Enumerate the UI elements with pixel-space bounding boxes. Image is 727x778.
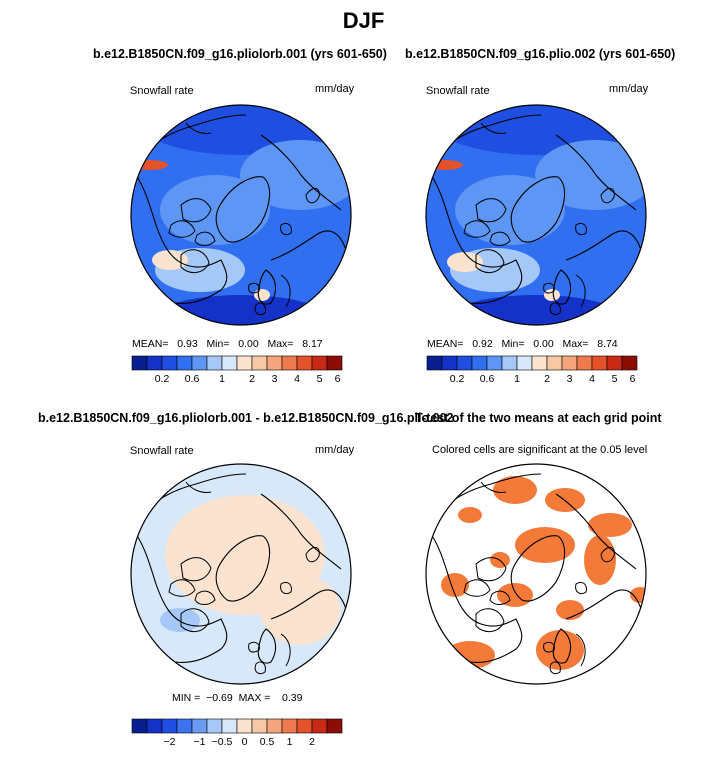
- panel3-colorbar-swatch: [176, 718, 193, 734]
- panel2-variable-label: Snowfall rate: [426, 85, 490, 97]
- panel1-colorbar-swatch: [311, 355, 328, 371]
- panel2-colorbar-tick-label: 0.2: [450, 373, 465, 385]
- panel2-colorbar-swatch: [426, 355, 443, 371]
- panel1-colorbar-swatch: [176, 355, 193, 371]
- panel2-map: [426, 105, 646, 325]
- panel2-colorbar-swatch: [561, 355, 578, 371]
- panel1-map: [131, 105, 351, 325]
- panel2-colorbar-swatch: [516, 355, 533, 371]
- panel1-title: b.e12.B1850CN.f09_g16.pliolorb.001 (yrs …: [93, 47, 387, 61]
- panel2-colorbar-swatch: [486, 355, 503, 371]
- panel2-title: b.e12.B1850CN.f09_g16.plio.002 (yrs 601-…: [405, 47, 676, 61]
- panel3-colorbar-swatch: [146, 718, 163, 734]
- panel3-colorbar-swatch: [326, 718, 343, 734]
- panel3-colorbar-tick-label: 0: [242, 736, 248, 748]
- panel2-units-label: mm/day: [609, 83, 649, 95]
- panel4-map: [426, 464, 646, 684]
- panel2-colorbar-swatch: [531, 355, 548, 371]
- panel3-colorbar-tick-label: 2: [309, 736, 315, 748]
- panel2-stats: MEAN= 0.92 Min= 0.00 Max= 8.74: [427, 338, 618, 350]
- panel2-colorbar-swatch: [576, 355, 593, 371]
- panel3-colorbar-tick-label: 1: [287, 736, 293, 748]
- panel2-colorbar: 0.2 0.6 1 2 3 4 5 6: [426, 355, 638, 385]
- panel1-colorbar-tick-label: 3: [272, 373, 278, 385]
- panel1-colorbar-tick-label: 4: [294, 373, 300, 385]
- panel3-colorbar-swatch: [266, 718, 283, 734]
- panel2-colorbar-tick-label: 0.6: [480, 373, 495, 385]
- panel3-colorbar-tick-label: −2: [164, 736, 176, 748]
- panel1-colorbar-swatch: [131, 355, 148, 371]
- panel2-colorbar-tick-label: 3: [567, 373, 573, 385]
- panel4-map-border: [425, 463, 647, 685]
- panel3-colorbar-swatch: [206, 718, 223, 734]
- panel1-map-border: [130, 104, 352, 326]
- panel1-units-label: mm/day: [315, 83, 355, 95]
- panel1-colorbar-tick-label: 2: [249, 373, 255, 385]
- panel3-colorbar-swatch: [221, 718, 238, 734]
- panel2-colorbar-tick-label: 1: [514, 373, 520, 385]
- panel2-map-border: [425, 104, 647, 326]
- panel2-colorbar-tick-label: 5: [612, 373, 618, 385]
- panel3-colorbar-swatch: [251, 718, 268, 734]
- panel2-colorbar-swatch: [441, 355, 458, 371]
- panel2-colorbar-swatch: [456, 355, 473, 371]
- panel3-colorbar-swatch: [161, 718, 178, 734]
- panel3-colorbar-swatch: [311, 718, 328, 734]
- panel1-colorbar-swatch: [146, 355, 163, 371]
- panel1-colorbar-tick-label: 5: [317, 373, 323, 385]
- panel2-colorbar-swatch: [621, 355, 638, 371]
- panel2-colorbar-swatch: [501, 355, 518, 371]
- panel4-title: T-test of the two means at each grid poi…: [415, 411, 662, 425]
- panel3-title: b.e12.B1850CN.f09_g16.pliolorb.001 - b.e…: [38, 411, 454, 425]
- panel2-colorbar-swatch: [471, 355, 488, 371]
- panel2-colorbar-tick-label: 6: [630, 373, 636, 385]
- panel3-colorbar: −2 −1 −0.5 0 0.5 1 2: [131, 718, 343, 748]
- panel1-colorbar-swatch: [281, 355, 298, 371]
- panel1-colorbar-swatch: [221, 355, 238, 371]
- panel3-colorbar-tick-label: −1: [194, 736, 206, 748]
- panel1-colorbar-tick-label: 0.6: [185, 373, 200, 385]
- panel1-colorbar-swatch: [251, 355, 268, 371]
- panel3-colorbar-swatch: [281, 718, 298, 734]
- panel3-variable-label: Snowfall rate: [130, 445, 194, 457]
- panel1-colorbar-tick-label: 0.2: [155, 373, 170, 385]
- panel2-colorbar-swatch: [591, 355, 608, 371]
- panel2-colorbar-swatch: [606, 355, 623, 371]
- panel1-colorbar: 0.2 0.6 1 2 3 4 5 6: [131, 355, 343, 385]
- panel1-colorbar-swatch: [206, 355, 223, 371]
- panel3-colorbar-swatch: [296, 718, 313, 734]
- page-title: DJF: [342, 8, 385, 33]
- panel1-colorbar-swatch: [191, 355, 208, 371]
- panel1-colorbar-swatch: [236, 355, 253, 371]
- panel1-colorbar-swatch: [266, 355, 283, 371]
- panel3-colorbar-swatch: [131, 718, 148, 734]
- panel1-variable-label: Snowfall rate: [130, 85, 194, 97]
- panel3-colorbar-tick-label: −0.5: [212, 736, 233, 748]
- panel1-colorbar-swatch: [326, 355, 343, 371]
- panel3-stats: MIN = −0.69 MAX = 0.39: [172, 692, 303, 704]
- panel3-colorbar-swatch: [191, 718, 208, 734]
- panel1-colorbar-tick-label: 1: [219, 373, 225, 385]
- panel3-map: [131, 464, 351, 684]
- panel3-units-label: mm/day: [315, 444, 355, 456]
- panel2-colorbar-swatch: [546, 355, 563, 371]
- panel3-colorbar-tick-label: 0.5: [260, 736, 275, 748]
- panel1-stats: MEAN= 0.93 Min= 0.00 Max= 8.17: [132, 338, 323, 350]
- panel1-colorbar-tick-label: 6: [335, 373, 341, 385]
- panel2-colorbar-tick-label: 4: [589, 373, 595, 385]
- panel1-colorbar-swatch: [161, 355, 178, 371]
- panel2-colorbar-tick-label: 2: [544, 373, 550, 385]
- panel3-colorbar-swatch: [236, 718, 253, 734]
- panel1-colorbar-swatch: [296, 355, 313, 371]
- panel3-map-border: [130, 463, 352, 685]
- panel4-subtitle: Colored cells are significant at the 0.0…: [432, 444, 648, 456]
